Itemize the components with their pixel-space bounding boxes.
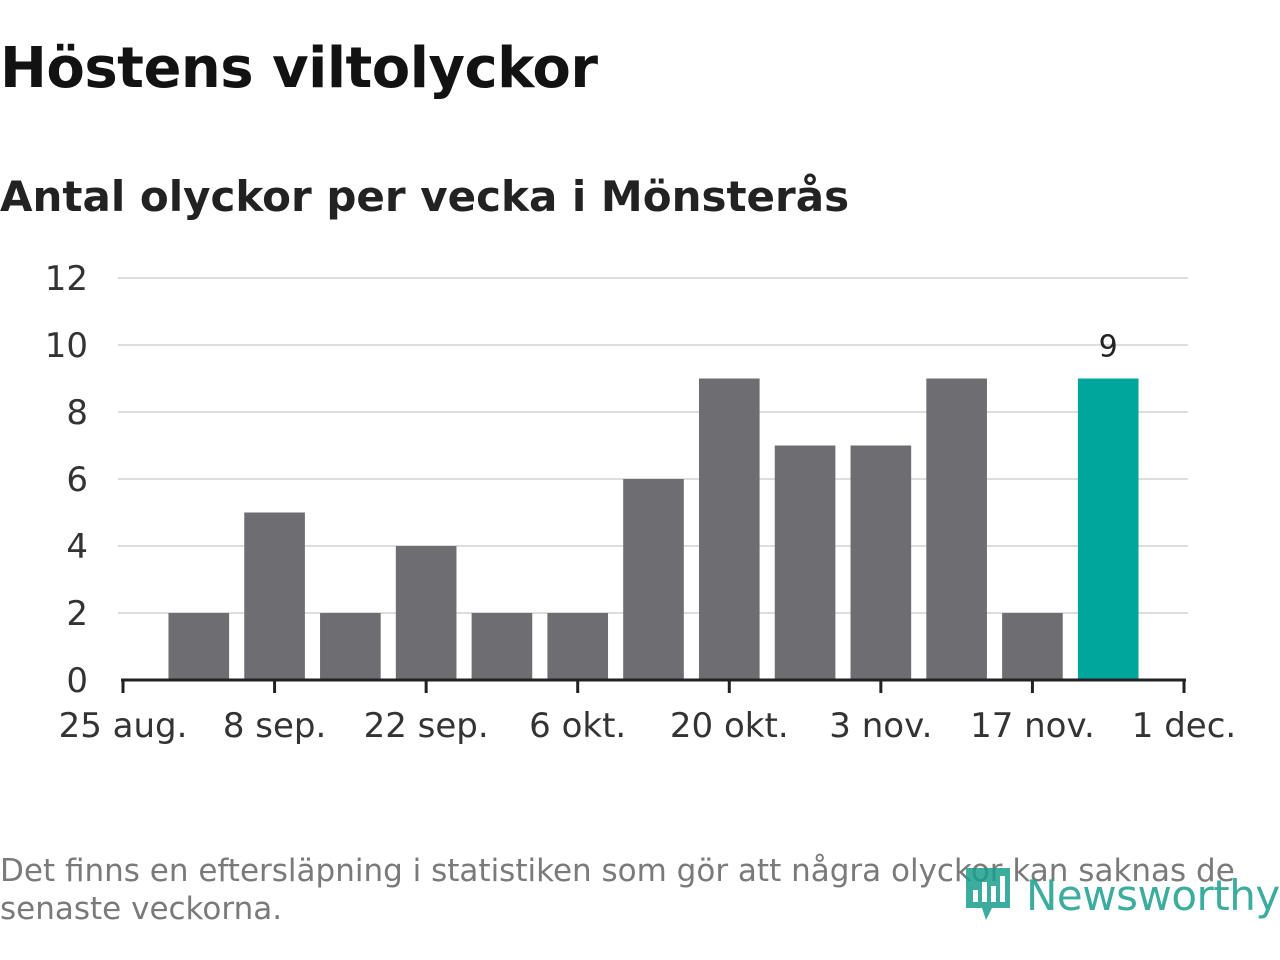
x-tick-label: 22 sep. bbox=[364, 706, 489, 746]
bar bbox=[774, 445, 836, 680]
footnote: Det finns en eftersläpning i statistiken… bbox=[0, 853, 1235, 927]
bar bbox=[320, 613, 381, 680]
bar-data-label: 9 bbox=[1099, 330, 1118, 365]
x-tick-label: 20 okt. bbox=[670, 706, 789, 746]
x-tick-label: 8 sep. bbox=[223, 706, 326, 746]
x-tick-label: 1 dec. bbox=[1132, 706, 1236, 746]
y-tick-label: 4 bbox=[66, 527, 88, 567]
x-tick-label: 3 nov. bbox=[829, 706, 932, 746]
x-tick-label: 25 aug. bbox=[59, 706, 188, 746]
bar bbox=[244, 512, 305, 680]
bar bbox=[547, 613, 609, 680]
bar bbox=[850, 445, 912, 680]
y-tick-label: 12 bbox=[45, 259, 88, 299]
y-axis-tick-labels: 0 2 4 6 8 10 12 bbox=[45, 259, 88, 701]
x-tick-label: 6 okt. bbox=[529, 706, 626, 746]
bar bbox=[471, 613, 533, 680]
bar bbox=[1002, 613, 1063, 680]
y-tick-label: 0 bbox=[66, 661, 88, 701]
chart-subtitle: Antal olyckor per vecka i Mönsterås bbox=[0, 172, 850, 221]
bar bbox=[926, 378, 987, 680]
bar bbox=[698, 378, 760, 680]
x-axis-tick-labels: 25 aug. 8 sep. 22 sep. 6 okt. 20 okt. 3 nov. 1… bbox=[59, 706, 1237, 746]
chart-title: Höstens viltolyckor bbox=[0, 36, 598, 101]
data-labels: 9 bbox=[1099, 330, 1118, 365]
bar-highlighted bbox=[1077, 378, 1139, 680]
newsworthy-logo-icon bbox=[966, 868, 1010, 920]
x-axis bbox=[121, 678, 1186, 693]
bar bbox=[168, 613, 230, 680]
y-tick-label: 2 bbox=[66, 594, 88, 634]
logo-text: Newsworthy bbox=[1026, 870, 1280, 920]
x-tick-label: 17 nov. bbox=[970, 706, 1095, 746]
bar bbox=[623, 479, 684, 680]
y-tick-label: 10 bbox=[45, 326, 88, 366]
bar bbox=[395, 546, 457, 680]
y-tick-label: 6 bbox=[66, 460, 88, 500]
newsworthy-logo: Newsworthy bbox=[962, 862, 1280, 928]
bar-chart: 0 2 4 6 8 10 12 25 aug. 8 sep. 22 sep. 6 okt. 20 o… bbox=[45, 259, 1237, 746]
y-tick-label: 8 bbox=[66, 393, 88, 433]
bars bbox=[168, 378, 1139, 680]
